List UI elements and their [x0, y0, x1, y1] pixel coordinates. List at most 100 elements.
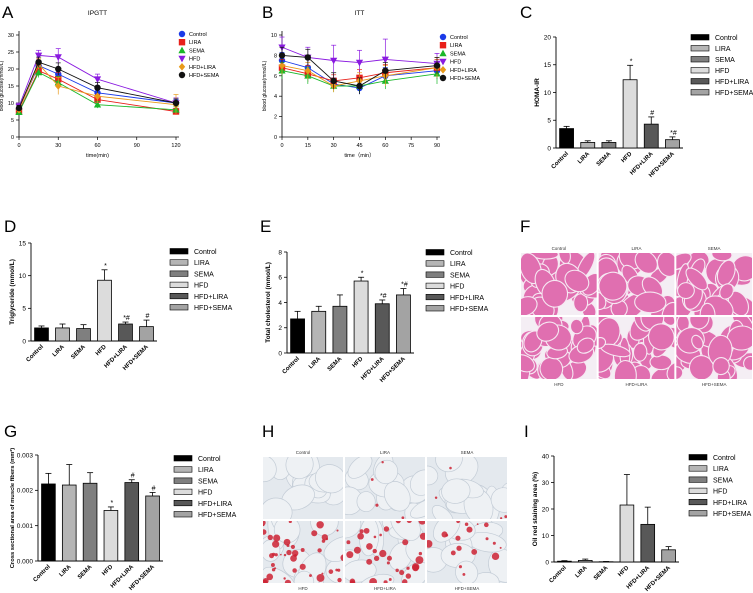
data-point: [94, 84, 101, 91]
legend-marker: [439, 58, 447, 66]
legend-swatch: [169, 270, 189, 277]
y-axis-label: Triglyceride (mmol/L): [9, 259, 16, 325]
x-tick-label: HFD: [101, 564, 114, 577]
lipid-droplet: [273, 534, 281, 542]
muscle-fiber: [569, 318, 584, 335]
lipid-droplet: [283, 553, 287, 557]
lipid-droplet: [369, 578, 377, 584]
significance-mark: *: [111, 500, 114, 507]
tile-label: HFD+LIRA: [374, 586, 396, 591]
muscle-fiber: [691, 334, 704, 350]
legend-label: HFD: [189, 57, 200, 63]
lipid-droplet: [379, 533, 382, 537]
x-tick-label: 30: [331, 143, 337, 149]
lipid-droplet: [500, 517, 503, 520]
muscle-fiber: [285, 456, 314, 480]
data-point: [304, 66, 312, 75]
lipid-droplet: [290, 544, 296, 549]
x-tick-label: HFD: [95, 344, 108, 357]
legend-swatch: [425, 282, 445, 289]
legend-label: Control: [194, 249, 217, 256]
significance-mark: #: [146, 313, 150, 320]
data-point: [381, 56, 389, 64]
legend-swatch: [425, 293, 445, 301]
legend-label: HFD+LIRA: [450, 295, 484, 302]
bar-sema: [76, 328, 91, 342]
legend-swatch: [690, 89, 710, 96]
lipid-droplet: [317, 548, 322, 553]
lipid-droplet: [464, 522, 469, 526]
muscle-fiber: [661, 316, 675, 326]
muscle-fiber: [719, 283, 734, 300]
legend-label: SEMA: [189, 48, 205, 54]
y-tick-label: 30: [8, 33, 14, 39]
muscle-fiber: [598, 271, 628, 301]
panel-letter-i: I: [524, 422, 529, 441]
legend-swatch: [690, 34, 710, 41]
legend-label: Control: [189, 32, 207, 38]
lipid-droplet: [262, 520, 266, 526]
bar-lira: [311, 310, 327, 354]
y-tick-label: 10: [542, 533, 550, 540]
lipid-droplet: [340, 554, 344, 562]
legend-label: Control: [715, 35, 738, 42]
lipid-droplet: [336, 529, 339, 532]
y-tick-label: 20: [8, 67, 14, 73]
tile-sema: SEMA: [426, 450, 508, 520]
muscle-fiber: [490, 487, 508, 513]
panel-letter-d: D: [4, 217, 16, 236]
muscle-fiber: [677, 282, 695, 300]
panel-letter-c: C: [520, 3, 532, 22]
chart-a: IPGTT 0 5 10 15 20 25 30 0 30 60 90 120 time(min) bloo…: [0, 10, 219, 159]
lipid-droplet: [337, 577, 342, 583]
lipid-droplet: [458, 565, 462, 569]
lipid-droplet: [366, 543, 373, 550]
legend: Control LIRA SEMA HFD HFD+LIRA HFD+SEMA: [688, 454, 752, 518]
legend-marker: [178, 71, 186, 79]
tile-border: [597, 252, 676, 316]
bar-hfd-sema: [139, 326, 154, 342]
legend: Control LIRA SEMA HFD HFD+LIRA HFD+SEMA: [169, 248, 233, 312]
lipid-droplet: [386, 561, 390, 565]
lipid-droplet: [418, 520, 426, 525]
data-point: [54, 54, 62, 61]
legend-label: HFD+LIRA: [198, 501, 232, 508]
legend-swatch: [688, 454, 708, 461]
lipid-droplet: [325, 537, 329, 541]
legend-swatch: [690, 45, 710, 52]
data-point: [15, 104, 23, 112]
tile-label: Control: [296, 450, 311, 455]
y-tick-label: 5: [22, 306, 26, 313]
data-point: [330, 57, 338, 65]
legend-label: HFD+LIRA: [713, 500, 747, 507]
lipid-droplet: [316, 573, 325, 582]
tile-label: LIRA: [631, 246, 641, 251]
y-tick-label: 2: [274, 115, 277, 121]
muscle-fiber: [661, 301, 675, 316]
muscle-fiber: [743, 355, 753, 371]
tile-label: HFD+SEMA: [702, 382, 727, 387]
legend-swatch: [688, 510, 708, 517]
lipid-droplet: [286, 549, 292, 556]
x-tick-label: LIRA: [59, 564, 74, 579]
tile-border: [344, 456, 426, 520]
muscle-fiber: [469, 572, 500, 584]
tile-label: HFD+SEMA: [455, 586, 480, 591]
lipid-droplet: [466, 526, 473, 533]
muscle-fiber: [632, 342, 648, 362]
data-point: [330, 77, 337, 85]
lipid-droplet: [357, 532, 364, 540]
chart-i: 0 10 20 30 40 Oil red staining area (%) Contro…: [532, 453, 752, 593]
muscle-fiber: [431, 505, 454, 520]
bar-hfd-lira: [374, 303, 390, 354]
legend-label: HFD+SEMA: [194, 305, 233, 312]
lipid-droplet: [274, 567, 277, 570]
series-line: [281, 46, 438, 65]
lipid-droplet: [418, 551, 423, 556]
legend: Control LIRA SEMA HFD HFD+LIRA HFD+SEMA: [690, 34, 753, 97]
lipid-droplet: [491, 552, 500, 561]
lipid-droplet: [321, 572, 324, 575]
lipid-droplet: [353, 546, 361, 554]
lipid-droplet: [381, 461, 384, 464]
legend-marker: [439, 74, 447, 82]
